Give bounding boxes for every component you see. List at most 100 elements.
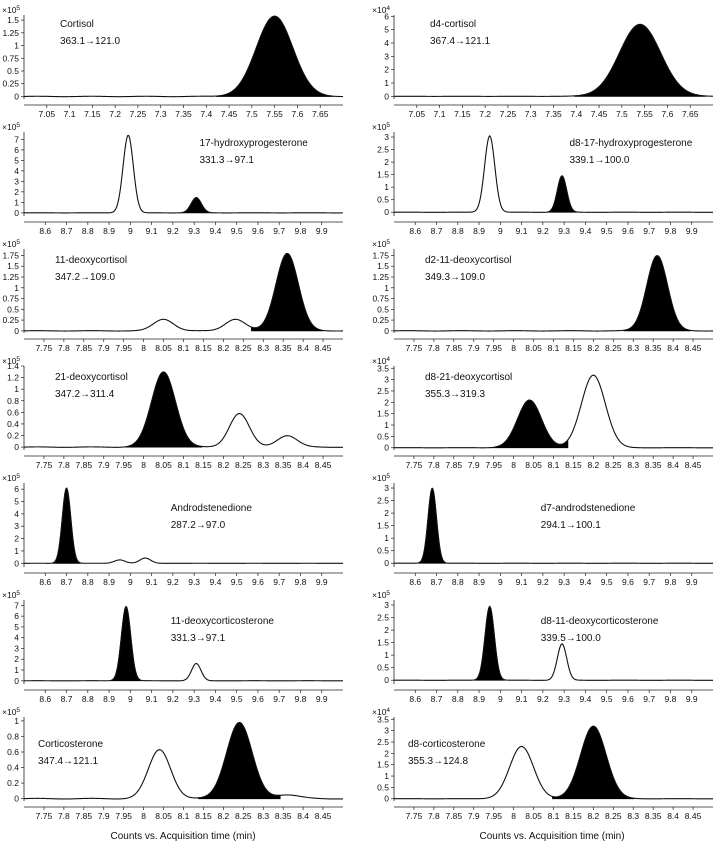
y-tick-label: 1 — [14, 384, 19, 394]
x-tick-label: 7.85 — [446, 811, 463, 821]
y-tick-label: 5 — [14, 622, 19, 632]
compound-name: Androdstenedione — [171, 503, 253, 514]
y-tick-label: 1.75 — [372, 250, 389, 260]
x-tick-label: 8.45 — [315, 343, 332, 353]
chromatogram-trace — [23, 721, 344, 800]
chromatogram-trace — [24, 487, 343, 564]
y-tick-label: 2 — [14, 654, 19, 664]
compound-name: 11-deoxycortisol — [55, 255, 127, 266]
y-tick-label: 1 — [384, 78, 389, 88]
y-tick-label: 0.5 — [377, 304, 389, 314]
compound-name: 17-hydroxyprogesterone — [199, 138, 308, 149]
x-tick-label: 9.7 — [643, 694, 655, 704]
x-tick-label: 7.65 — [312, 109, 329, 119]
compound-name: d7-androdstenedione — [541, 503, 636, 514]
y-tick-label: 0.4 — [7, 763, 19, 773]
filled-peak — [546, 175, 578, 213]
x-tick-label: 7.85 — [446, 343, 463, 353]
x-tick-label: 9.9 — [686, 226, 698, 236]
y-tick-label: 2.5 — [377, 386, 389, 396]
x-tick-label: 9.4 — [209, 694, 221, 704]
y-tick-label: 0 — [384, 443, 389, 453]
x-tick-label: 9.1 — [516, 226, 528, 236]
y-tick-label: 4 — [14, 166, 19, 176]
x-tick-label: 9.8 — [295, 694, 307, 704]
x-tick-label: 8.25 — [235, 460, 252, 470]
x-tick-label: 8.05 — [525, 343, 542, 353]
x-tick-label: 8.4 — [667, 460, 679, 470]
y-tick-label: 0.75 — [372, 294, 389, 304]
x-tick-label: 9.7 — [643, 577, 655, 587]
y-tick-label: 3 — [384, 600, 389, 610]
y-tick-label: 1 — [384, 283, 389, 293]
x-tick-label: 9.2 — [537, 226, 549, 236]
x-tick-label: 8.15 — [195, 811, 212, 821]
compound-name: d8-11-deoxycorticosterone — [541, 616, 659, 627]
x-tick-label: 8.05 — [525, 460, 542, 470]
y-tick-label: 2.5 — [377, 613, 389, 623]
x-tick-label: 7.9 — [98, 343, 110, 353]
y-tick-label: 3 — [384, 132, 389, 142]
y-tick-label: 1 — [14, 665, 19, 675]
x-tick-label: 8.25 — [605, 460, 622, 470]
filled-peak — [418, 487, 447, 564]
filled-peak — [52, 487, 81, 564]
mrm-transition: 355.3→124.8 — [408, 756, 468, 767]
y-multiplier-label: ×105 — [372, 473, 390, 483]
compound-name: Cortisol — [60, 19, 94, 30]
x-tick-label: 8.8 — [452, 694, 464, 704]
x-tick-label: 9.8 — [665, 694, 677, 704]
mrm-transition: 349.3→109.0 — [425, 272, 485, 283]
y-tick-label: 0.25 — [2, 79, 19, 89]
chart-panel-7: 0 0.511.5 22.53 3.5 7.75 7.8 7.85 7.9 7.95 8 8.05 8… — [372, 356, 714, 470]
x-tick-label: 7.05 — [39, 109, 56, 119]
x-tick-label: 9.4 — [209, 577, 221, 587]
x-tick-label: 7.55 — [636, 109, 653, 119]
x-tick-label: 8.8 — [82, 226, 94, 236]
filled-peak — [215, 15, 334, 97]
chromatogram-trace — [23, 606, 343, 682]
x-tick-label: 8.4 — [297, 343, 309, 353]
x-tick-label: 9.7 — [643, 226, 655, 236]
y-tick-label: 1 — [14, 41, 19, 51]
y-tick-label: 0 — [14, 794, 19, 804]
x-tick-label: 8.7 — [61, 694, 73, 704]
mrm-transition: 331.3→97.1 — [199, 155, 254, 166]
x-tick-label: 8.8 — [82, 577, 94, 587]
x-tick-label: 7.85 — [76, 343, 93, 353]
y-multiplier-label: ×105 — [372, 122, 390, 132]
filled-peak — [124, 371, 203, 448]
x-tick-label: 7.85 — [76, 460, 93, 470]
y-multiplier-label: ×105 — [2, 356, 20, 366]
y-tick-label: 2 — [384, 65, 389, 75]
y-tick-label: 2.5 — [377, 496, 389, 506]
x-tick-label: 9.2 — [167, 577, 179, 587]
y-tick-label: 1.25 — [2, 28, 19, 38]
x-tick-label: 7.8 — [58, 460, 70, 470]
x-tick-label: 9.6 — [622, 577, 634, 587]
x-tick-label: 8.2 — [217, 343, 229, 353]
x-tick-label: 8.6 — [409, 226, 421, 236]
y-tick-label: 3 — [14, 176, 19, 186]
x-tick-label: 9.6 — [252, 226, 264, 236]
x-tick-label: 7.75 — [36, 811, 53, 821]
x-tick-label: 7.9 — [98, 460, 110, 470]
x-tick-label: 9.7 — [273, 694, 285, 704]
x-tick-label: 7.45 — [591, 109, 608, 119]
x-tick-label: 8.2 — [217, 811, 229, 821]
x-tick-label: 9.3 — [558, 577, 570, 587]
x-tick-label: 8.3 — [257, 811, 269, 821]
y-tick-label: 0.6 — [7, 747, 19, 757]
x-tick-label: 7.85 — [76, 811, 93, 821]
chromatogram-trace — [393, 374, 714, 449]
x-tick-label: 7.95 — [115, 343, 132, 353]
filled-peak — [490, 399, 569, 449]
x-tick-label: 7.8 — [428, 811, 440, 821]
x-tick-label: 8.8 — [452, 226, 464, 236]
x-tick-label: 8.6 — [39, 694, 51, 704]
x-tick-label: 8.45 — [685, 811, 702, 821]
x-tick-label: 9.4 — [579, 694, 591, 704]
x-tick-label: 8.9 — [473, 694, 485, 704]
